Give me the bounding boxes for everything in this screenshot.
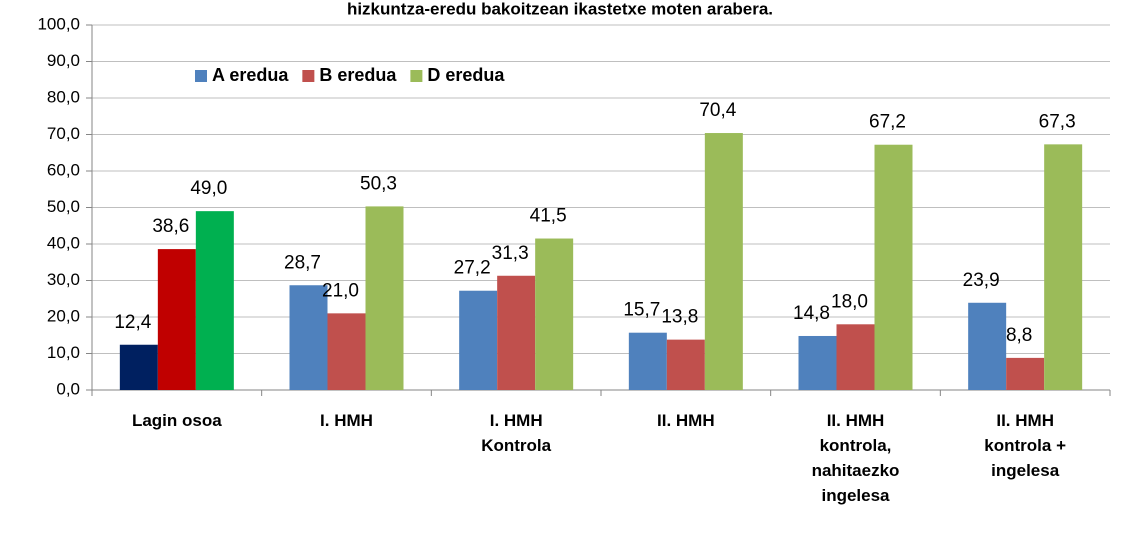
value-label: 41,5	[530, 206, 567, 227]
value-label: 38,6	[152, 216, 189, 237]
value-label: 21,0	[322, 280, 359, 301]
bar	[497, 275, 536, 390]
legend-swatch	[195, 70, 207, 82]
y-tick-label: 30,0	[47, 270, 80, 289]
legend-swatch	[302, 70, 315, 82]
bar	[628, 332, 667, 390]
bar	[836, 324, 875, 390]
bar	[119, 344, 158, 390]
y-tick-label: 20,0	[47, 306, 80, 325]
value-label: 70,4	[699, 100, 736, 121]
x-tick-label-line: Lagin osoa	[132, 411, 222, 430]
legend-label: A eredua	[212, 65, 289, 85]
y-tick-label: 0,0	[56, 379, 80, 398]
bar	[327, 313, 366, 390]
bar	[704, 133, 743, 391]
x-tick-label: II. HMH	[657, 411, 715, 430]
x-tick-label-line: kontrola,	[820, 436, 892, 455]
y-tick-label: 40,0	[47, 233, 80, 252]
chart-title: hizkuntza-eredu bakoitzean ikastetxe mot…	[347, 0, 773, 18]
x-tick-label-line: kontrola +	[984, 436, 1066, 455]
x-tick-label-line: ingelesa	[991, 461, 1060, 480]
bar	[1006, 357, 1045, 390]
value-label: 23,9	[963, 270, 1000, 291]
x-tick-label: II. HMH kontrola, nahitaezko ingelesa	[812, 411, 900, 505]
value-label: 50,3	[360, 173, 397, 194]
bar	[365, 206, 404, 390]
x-tick-label: I. HMH Kontrola	[481, 411, 551, 455]
y-tick-label: 50,0	[47, 197, 80, 216]
value-label: 31,3	[492, 243, 529, 264]
x-tick-label: Lagin osoa	[132, 411, 222, 430]
value-label: 13,8	[661, 307, 698, 328]
value-label: 28,7	[284, 252, 321, 273]
legend-swatch	[410, 70, 423, 82]
y-tick-label: 10,0	[47, 343, 80, 362]
value-label: 67,3	[1039, 111, 1076, 132]
y-tick-label: 90,0	[47, 51, 80, 70]
legend-label: B eredua	[319, 65, 397, 85]
bar	[535, 238, 574, 390]
x-tick-label-line: I. HMH	[320, 411, 373, 430]
bar	[968, 302, 1007, 390]
value-label: 27,2	[454, 258, 491, 279]
value-label: 49,0	[190, 178, 227, 199]
bar	[459, 290, 498, 390]
y-tick-label: 80,0	[47, 87, 80, 106]
legend-label: D eredua	[427, 65, 505, 85]
y-tick-label: 100,0	[37, 14, 80, 33]
bar	[289, 285, 328, 390]
y-tick-label: 60,0	[47, 160, 80, 179]
x-tick-label-line: I. HMH	[490, 411, 543, 430]
value-label: 18,0	[831, 291, 868, 312]
bar	[874, 144, 913, 390]
x-tick-label: I. HMH	[320, 411, 373, 430]
bar	[157, 249, 196, 390]
x-tick-label-line: II. HMH	[827, 411, 885, 430]
value-label: 15,7	[623, 300, 660, 321]
value-label: 67,2	[869, 112, 906, 133]
value-label: 8,8	[1006, 325, 1032, 346]
y-tick-label: 70,0	[47, 124, 80, 143]
bar	[195, 211, 234, 390]
bar	[798, 335, 837, 390]
value-label: 14,8	[793, 303, 830, 324]
bar	[1044, 144, 1083, 390]
x-tick-label-line: nahitaezko	[812, 461, 900, 480]
x-tick-label-line: ingelesa	[821, 486, 890, 505]
x-tick-label-line: II. HMH	[657, 411, 715, 430]
bar	[666, 339, 705, 390]
x-tick-label-line: Kontrola	[481, 436, 551, 455]
x-tick-label: II. HMH kontrola + ingelesa	[984, 411, 1066, 480]
x-tick-label-line: II. HMH	[996, 411, 1054, 430]
value-label: 12,4	[114, 312, 151, 333]
